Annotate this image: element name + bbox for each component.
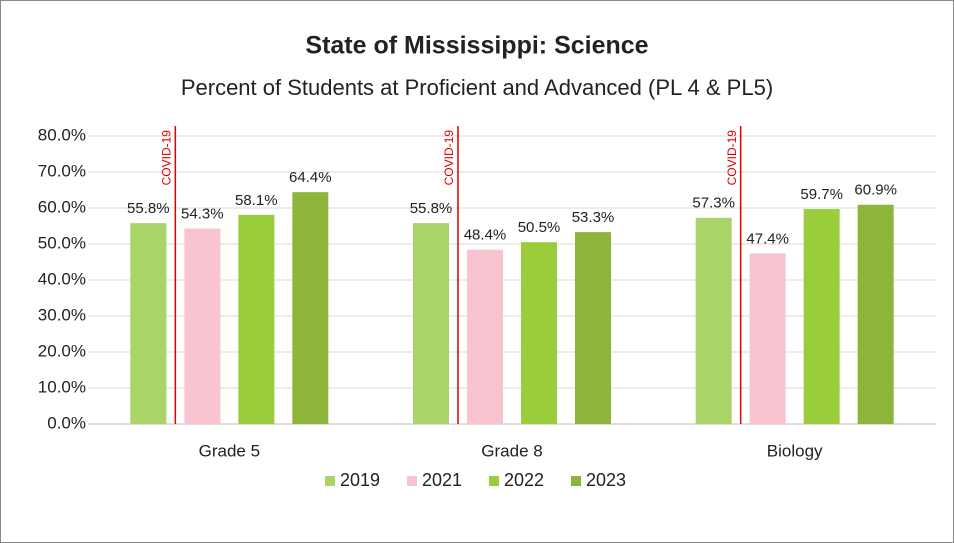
value-label: 58.1% <box>235 192 278 209</box>
bar <box>413 223 449 424</box>
y-tick-label: 70.0% <box>38 161 86 180</box>
bar <box>467 249 503 424</box>
bar <box>184 228 221 424</box>
bar <box>238 214 275 424</box>
y-tick-label: 30.0% <box>38 305 86 324</box>
bar <box>803 209 840 424</box>
bar <box>521 242 557 424</box>
value-label: 59.7% <box>800 186 843 203</box>
bar <box>695 217 732 424</box>
annotation-label: COVID-19 <box>442 130 456 186</box>
y-tick-label: 10.0% <box>38 377 86 396</box>
bar <box>130 223 167 424</box>
annotation-label: COVID-19 <box>725 130 739 186</box>
value-label: 55.8% <box>410 200 453 217</box>
value-label: 64.4% <box>289 169 332 186</box>
value-label: 54.3% <box>181 205 224 222</box>
legend-label: 2023 <box>586 470 626 490</box>
y-tick-label: 80.0% <box>38 125 86 144</box>
legend-swatch <box>407 476 417 486</box>
bar <box>857 204 894 424</box>
chart-subtitle: Percent of Students at Proficient and Ad… <box>181 75 773 100</box>
y-tick-label: 0.0% <box>47 413 86 432</box>
legend-label: 2021 <box>422 470 462 490</box>
x-tick-label: Grade 8 <box>481 441 542 460</box>
x-tick-label: Grade 5 <box>199 441 260 460</box>
value-label: 57.3% <box>692 195 735 212</box>
bar <box>575 232 611 424</box>
bar <box>292 192 329 424</box>
value-label: 48.4% <box>464 227 507 244</box>
y-tick-label: 20.0% <box>38 341 86 360</box>
x-tick-label: Biology <box>767 441 823 460</box>
y-tick-label: 60.0% <box>38 197 86 216</box>
legend-swatch <box>325 476 335 486</box>
y-tick-label: 50.0% <box>38 233 86 252</box>
value-label: 60.9% <box>854 182 897 199</box>
annotation-label: COVID-19 <box>160 130 174 186</box>
chart-title: State of Mississippi: Science <box>305 32 648 60</box>
legend-label: 2022 <box>504 470 544 490</box>
legend-swatch <box>489 476 499 486</box>
value-label: 55.8% <box>127 200 170 217</box>
value-label: 53.3% <box>572 209 615 226</box>
legend-label: 2019 <box>340 470 380 490</box>
y-tick-label: 40.0% <box>38 269 86 288</box>
value-label: 50.5% <box>518 219 561 236</box>
value-label: 47.4% <box>746 230 789 247</box>
legend-swatch <box>571 476 581 486</box>
bar <box>749 253 786 424</box>
